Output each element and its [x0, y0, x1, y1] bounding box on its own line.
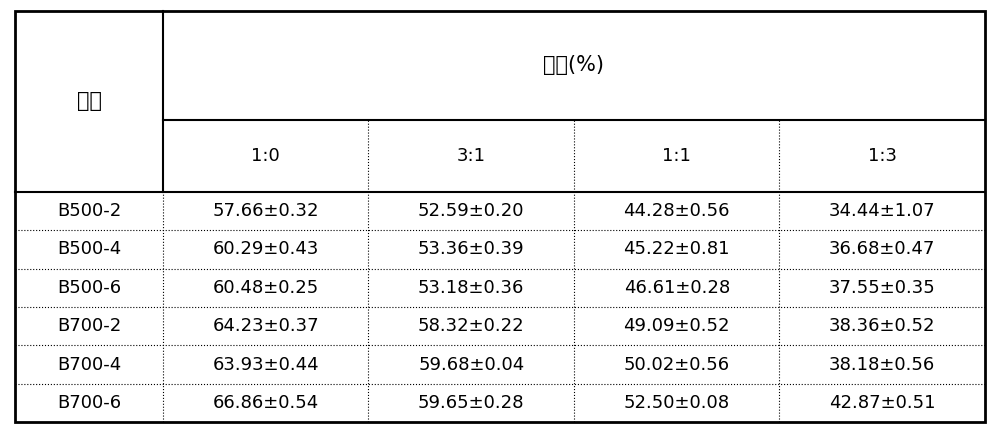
Text: 1:1: 1:1	[662, 147, 691, 165]
Text: 66.86±0.54: 66.86±0.54	[213, 394, 319, 412]
Text: 34.44±1.07: 34.44±1.07	[829, 202, 936, 220]
Text: B700-4: B700-4	[57, 355, 121, 374]
Text: 50.02±0.56: 50.02±0.56	[624, 355, 730, 374]
Text: 60.29±0.43: 60.29±0.43	[213, 240, 319, 259]
Text: 38.18±0.56: 38.18±0.56	[829, 355, 935, 374]
Text: 60.48±0.25: 60.48±0.25	[213, 279, 319, 297]
Text: 59.68±0.04: 59.68±0.04	[418, 355, 524, 374]
Text: B500-4: B500-4	[57, 240, 121, 259]
Text: 58.32±0.22: 58.32±0.22	[418, 317, 525, 335]
Text: 59.65±0.28: 59.65±0.28	[418, 394, 524, 412]
Text: 53.18±0.36: 53.18±0.36	[418, 279, 524, 297]
Text: B500-6: B500-6	[57, 279, 121, 297]
Text: B700-6: B700-6	[57, 394, 121, 412]
Text: 1:3: 1:3	[868, 147, 897, 165]
Text: 1:0: 1:0	[251, 147, 280, 165]
Text: 样品: 样品	[76, 91, 102, 111]
Text: 49.09±0.52: 49.09±0.52	[624, 317, 730, 335]
Text: 37.55±0.35: 37.55±0.35	[829, 279, 936, 297]
Text: 45.22±0.81: 45.22±0.81	[624, 240, 730, 259]
Text: 52.50±0.08: 52.50±0.08	[624, 394, 730, 412]
Text: 64.23±0.37: 64.23±0.37	[212, 317, 319, 335]
Text: 57.66±0.32: 57.66±0.32	[212, 202, 319, 220]
Text: 36.68±0.47: 36.68±0.47	[829, 240, 935, 259]
Text: B500-2: B500-2	[57, 202, 121, 220]
Text: 38.36±0.52: 38.36±0.52	[829, 317, 936, 335]
Text: 52.59±0.20: 52.59±0.20	[418, 202, 524, 220]
Text: 灰分(%): 灰分(%)	[544, 55, 604, 75]
Text: 44.28±0.56: 44.28±0.56	[624, 202, 730, 220]
Text: 46.61±0.28: 46.61±0.28	[624, 279, 730, 297]
Text: 63.93±0.44: 63.93±0.44	[212, 355, 319, 374]
Text: 42.87±0.51: 42.87±0.51	[829, 394, 936, 412]
Text: B700-2: B700-2	[57, 317, 121, 335]
Text: 53.36±0.39: 53.36±0.39	[418, 240, 525, 259]
Text: 3:1: 3:1	[457, 147, 486, 165]
